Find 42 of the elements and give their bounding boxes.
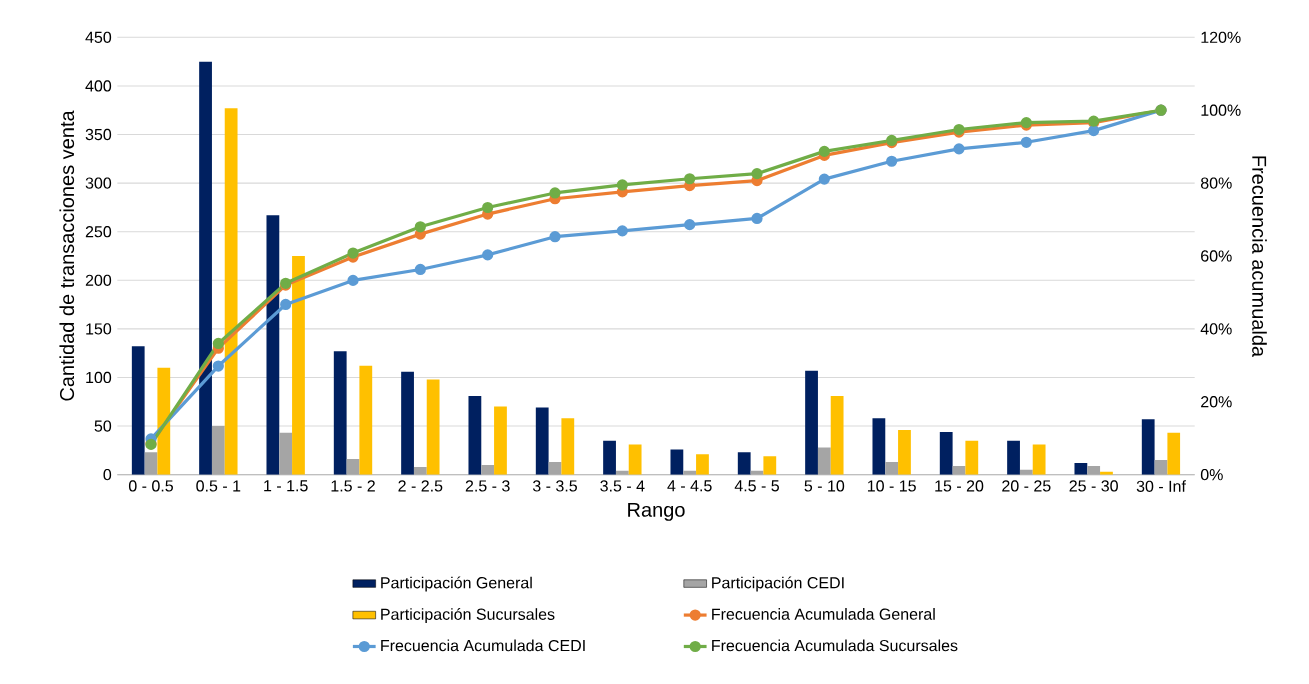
y-tick-label: 350 [85,128,112,141]
y2-tick-label: 100% [1201,104,1241,116]
x-tick-label: 3.5 - 4 [600,480,645,492]
x-tick-label: 10 - 15 [867,480,916,492]
y-axis-title: Cantidad de transacciones venta [59,110,75,401]
x-tick-label: 25 - 30 [1069,480,1118,492]
x-tick-label: 0.5 - 1 [196,480,241,492]
legend-label: Participación Sucursales [381,607,555,624]
legend-label: Frecuencia Acumulada Sucursales [712,639,958,652]
x-axis-title: Rango [628,502,685,521]
x-tick-label: 4.5 - 5 [734,480,779,492]
y-tick-label: 150 [86,323,112,335]
y2-tick-label: 20% [1201,396,1232,408]
y2-axis-title: Frecuencia acumualda [1252,156,1267,358]
x-tick-label: 5 - 10 [804,480,845,492]
y-tick-label: 300 [85,177,112,189]
x-tick-label: 30 - Inf [1136,480,1186,492]
y2-tick-label: 60% [1201,250,1232,262]
y-tick-label: 400 [85,80,112,92]
x-tick-label: 0 - 0.5 [128,480,173,492]
x-tick-label: 4 - 4.5 [667,480,712,492]
y2-tick-label: 0% [1200,468,1223,481]
x-tick-label: 1 - 1.5 [264,480,308,492]
y-tick-label: 250 [85,226,112,238]
y2-tick-label: 80% [1200,177,1232,189]
x-tick-label: 15 - 20 [935,480,984,492]
x-tick-label: 2 - 2.5 [398,480,443,492]
x-tick-label: 1.5 - 2 [331,480,375,492]
legend-label: Frecuencia Acumulada General [712,608,935,620]
y2-tick-label: 120% [1201,31,1241,43]
y-tick-label: 100 [86,371,112,384]
y2-tick-label: 40% [1200,323,1232,335]
y-tick-label: 0 [103,468,112,481]
x-tick-label: 3 - 3.5 [532,480,577,492]
legend-label: Frecuencia Acumulada CEDI [381,639,585,652]
x-tick-label: 20 - 25 [1002,480,1051,492]
y-tick-label: 200 [85,274,112,286]
legend-label: Participación CEDI [712,576,844,592]
legend-label: Participación General [381,576,532,592]
x-tick-label: 2.5 - 3 [465,480,510,492]
y-tick-label: 50 [94,420,112,432]
y-tick-label: 450 [85,31,112,43]
